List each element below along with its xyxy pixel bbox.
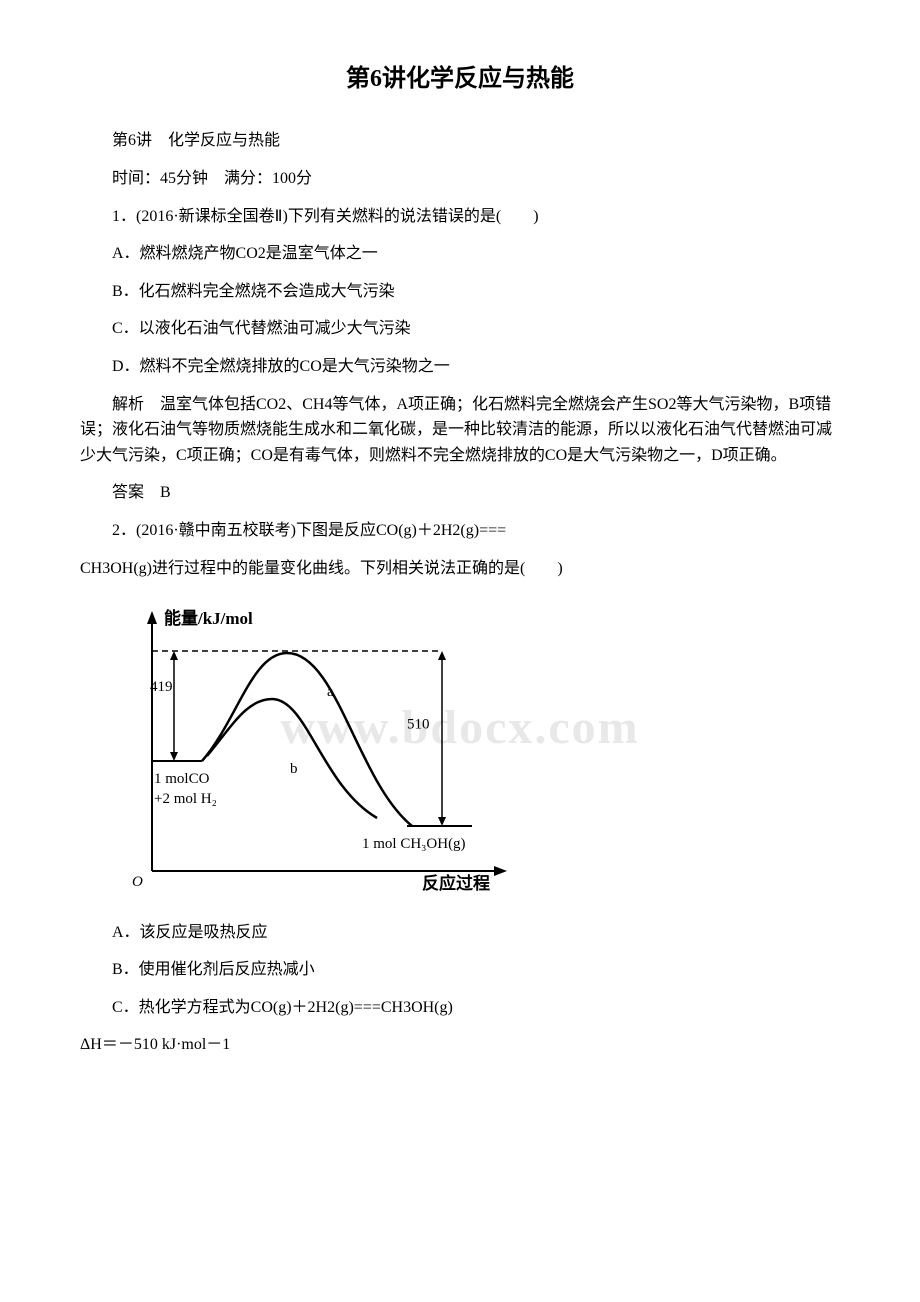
- q1-opt-a: A．燃料燃烧产物CO2是温室气体之一: [80, 241, 840, 267]
- q1-explain: 解析 温室气体包括CO2、CH4等气体，A项正确；化石燃料完全燃烧会产生SO2等…: [80, 392, 840, 469]
- subtitle: 第6讲 化学反应与热能: [80, 128, 840, 154]
- q2-opt-c2: ΔH＝－510 kJ·mol－1: [80, 1032, 840, 1058]
- page-title: 第6讲化学反应与热能: [80, 60, 840, 98]
- svg-text:1 molCO: 1 molCO: [154, 771, 210, 787]
- q1-stem: 1．(2016·新课标全国卷Ⅱ)下列有关燃料的说法错误的是( ): [80, 204, 840, 230]
- svg-text:O: O: [132, 874, 143, 890]
- q1-opt-d: D．燃料不完全燃烧排放的CO是大气污染物之一: [80, 354, 840, 380]
- time-info: 时间：45分钟 满分：100分: [80, 166, 840, 192]
- q2-stem-2: CH3OH(g)进行过程中的能量变化曲线。下列相关说法正确的是( ): [80, 556, 840, 582]
- svg-text:+2 mol H₂: +2 mol H₂: [154, 791, 217, 807]
- svg-text:能量/kJ/mol: 能量/kJ/mol: [164, 608, 253, 628]
- svg-text:419: 419: [150, 679, 173, 695]
- q2-stem-1: 2．(2016·赣中南五校联考)下图是反应CO(g)＋2H2(g)===: [80, 518, 840, 544]
- svg-text:510: 510: [407, 717, 430, 733]
- svg-text:a: a: [327, 684, 334, 700]
- q2-opt-b: B．使用催化剂后反应热减小: [80, 957, 840, 983]
- q1-opt-b: B．化石燃料完全燃烧不会造成大气污染: [80, 279, 840, 305]
- q2-opt-a: A．该反应是吸热反应: [80, 920, 840, 946]
- energy-chart: 能量/kJ/mol 反应过程 O 419 1 molCO +2 mol H₂ a b 510 1 …: [112, 601, 840, 900]
- q2-opt-c: C．热化学方程式为CO(g)＋2H2(g)===CH3OH(g): [80, 995, 840, 1021]
- energy-diagram-svg: 能量/kJ/mol 反应过程 O 419 1 molCO +2 mol H₂ a b 510 1 …: [112, 601, 512, 891]
- q1-opt-c: C．以液化石油气代替燃油可减少大气污染: [80, 316, 840, 342]
- q1-answer: 答案 B: [80, 480, 840, 506]
- svg-text:b: b: [290, 761, 298, 777]
- svg-text:1 mol CH₃OH(g): 1 mol CH₃OH(g): [362, 836, 466, 852]
- svg-text:反应过程: 反应过程: [422, 873, 490, 891]
